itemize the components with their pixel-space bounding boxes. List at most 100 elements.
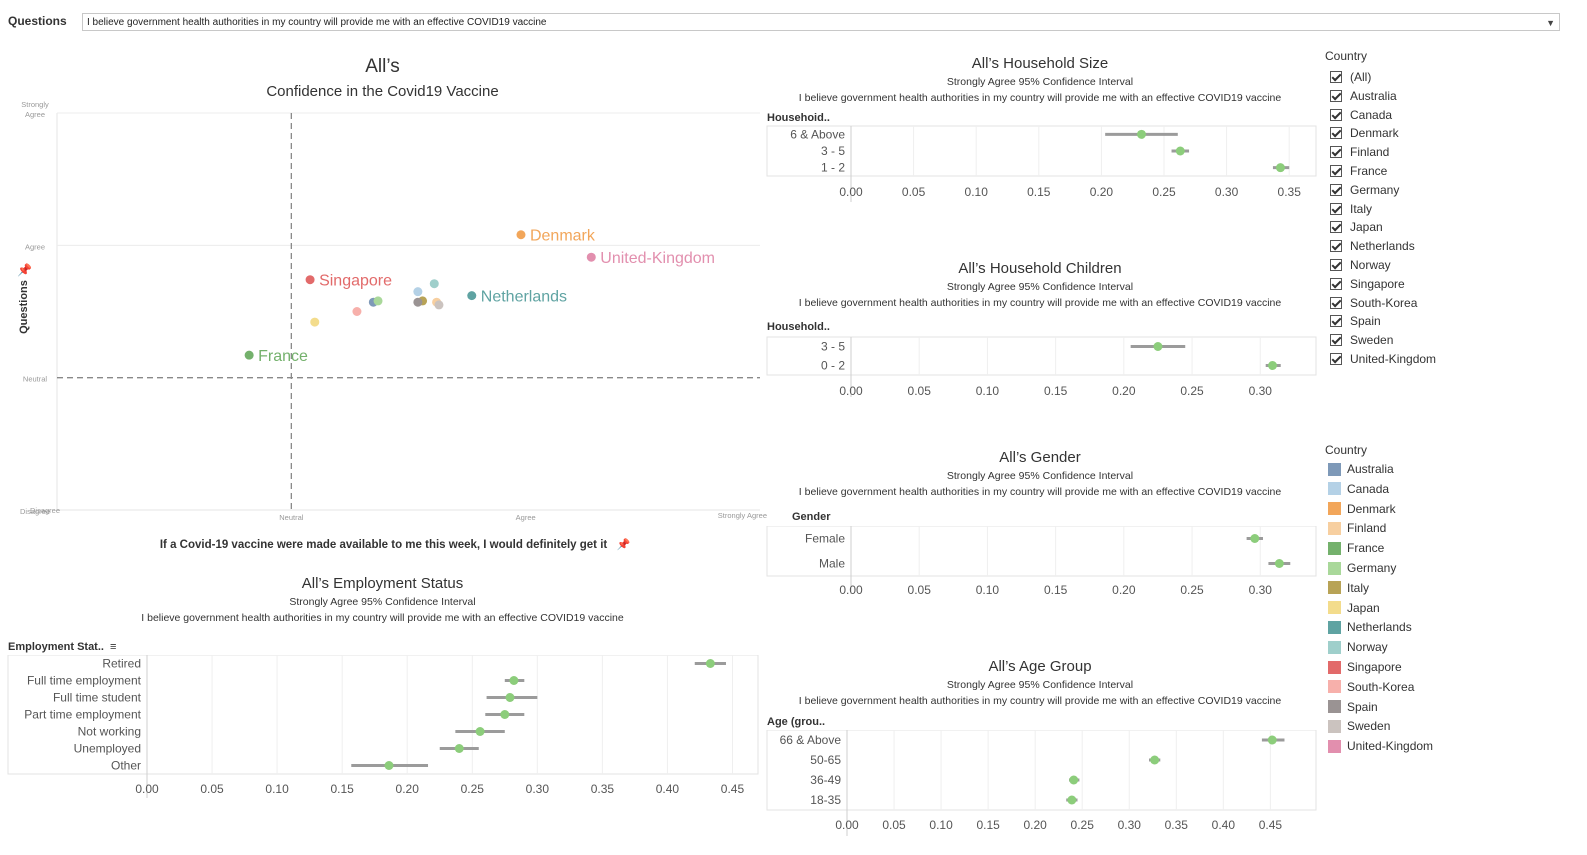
- checkbox-checked-icon[interactable]: [1330, 71, 1342, 83]
- scatter-x-axis-title: If a Covid-19 vaccine were made availabl…: [130, 538, 660, 551]
- checkbox-checked-icon[interactable]: [1330, 89, 1342, 102]
- employment-question: I believe government health authorities …: [141, 612, 624, 624]
- country-legend-item[interactable]: Singapore: [1328, 658, 1402, 676]
- country-filter-item[interactable]: Germany: [1330, 181, 1399, 199]
- country-legend-item[interactable]: Sweden: [1328, 717, 1390, 735]
- scatter-y-tick-label: Disagree: [20, 507, 50, 516]
- checkbox-checked-icon[interactable]: [1330, 108, 1342, 121]
- checkbox-checked-icon[interactable]: [1330, 334, 1342, 347]
- questions-filter-dropdown[interactable]: I believe government health authorities …: [82, 13, 1560, 31]
- checkbox-checked-icon[interactable]: [1330, 259, 1342, 271]
- checkbox-checked-icon[interactable]: [1330, 353, 1342, 365]
- country-filter-title: Country: [1325, 49, 1368, 63]
- country-legend-item[interactable]: Denmark: [1328, 500, 1396, 518]
- checkbox-checked-icon[interactable]: [1330, 165, 1342, 177]
- country-legend-item[interactable]: Japan: [1328, 599, 1380, 617]
- country-filter-item[interactable]: Singapore: [1330, 275, 1405, 293]
- country-filter-item[interactable]: Denmark: [1330, 124, 1399, 142]
- country-filter-item[interactable]: (All): [1330, 68, 1371, 86]
- scatter-point: [373, 296, 383, 306]
- household_size-category-label: 3 - 5: [821, 144, 845, 158]
- color-swatch: [1328, 719, 1341, 733]
- color-swatch: [1328, 521, 1341, 535]
- color-swatch: [1328, 482, 1341, 496]
- country-filter-item[interactable]: Norway: [1330, 256, 1391, 274]
- employment-category-label: Other: [111, 759, 141, 773]
- employment-x-tick-label: 0.15: [330, 782, 354, 796]
- employment-point: [384, 761, 394, 770]
- scatter-y-label: Questions: [18, 280, 30, 334]
- checkbox-checked-icon[interactable]: [1330, 277, 1342, 290]
- employment-point: [705, 659, 715, 668]
- country-legend-label: Sweden: [1347, 719, 1391, 734]
- checkbox-checked-icon[interactable]: [1330, 221, 1342, 234]
- country-filter-item[interactable]: Finland: [1330, 143, 1389, 161]
- pin-icon[interactable]: 📌: [616, 539, 631, 551]
- employment-x-tick-label: 0.25: [461, 782, 485, 796]
- household_size-x-tick-label: 0.30: [1215, 185, 1239, 199]
- checkbox-checked-icon[interactable]: [1330, 240, 1342, 253]
- country-filter-label: Germany: [1350, 182, 1400, 197]
- age_group-x-tick-label: 0.25: [1071, 818, 1095, 832]
- sort-icon[interactable]: ≡: [110, 641, 117, 653]
- employment-category-label: Full time student: [53, 691, 142, 705]
- country-legend-item[interactable]: Finland: [1328, 519, 1386, 537]
- age_group-point: [1069, 775, 1079, 785]
- checkbox-checked-icon[interactable]: [1330, 146, 1342, 159]
- age_group-category-label: 36-49: [810, 773, 841, 787]
- scatter-point: [244, 350, 254, 360]
- country-legend-label: Norway: [1347, 640, 1388, 655]
- household-size-title: All’s Household Size: [971, 55, 1109, 72]
- checkbox-checked-icon[interactable]: [1330, 183, 1342, 196]
- country-legend-item[interactable]: Australia: [1328, 460, 1394, 478]
- country-filter-item[interactable]: France: [1330, 162, 1387, 180]
- scatter-point: [434, 300, 444, 310]
- age_group-category-label: 50-65: [810, 753, 841, 767]
- country-legend-item[interactable]: France: [1328, 539, 1384, 557]
- country-legend-item[interactable]: Canada: [1328, 480, 1389, 498]
- pin-icon[interactable]: 📌: [17, 263, 32, 277]
- gender-category-label: Female: [805, 532, 845, 546]
- country-legend-label: Australia: [1347, 462, 1394, 476]
- country-legend-item[interactable]: Netherlands: [1328, 618, 1412, 636]
- country-legend-item[interactable]: Norway: [1328, 638, 1388, 656]
- employment-point: [475, 727, 485, 736]
- household_size-point: [1275, 163, 1285, 173]
- country-legend-item[interactable]: United-Kingdom: [1328, 737, 1433, 755]
- color-swatch: [1328, 680, 1341, 694]
- employment-category-label: Unemployed: [74, 742, 141, 756]
- country-filter-item[interactable]: Sweden: [1330, 331, 1393, 349]
- household-children-chart: 0.00 0.05 0.10 0.15 0.20 0.25 0.30 3 - 5 0 - 2: [766, 336, 1317, 398]
- country-filter-item[interactable]: United-Kingdom: [1330, 350, 1436, 368]
- country-filter-label: France: [1350, 164, 1388, 178]
- chevron-down-icon[interactable]: ▼: [1546, 18, 1555, 28]
- household_children-x-tick-label: 0.20: [1112, 384, 1136, 398]
- country-legend-item[interactable]: Italy: [1328, 579, 1369, 597]
- country-filter-item[interactable]: Italy: [1330, 200, 1372, 218]
- checkbox-checked-icon[interactable]: [1330, 202, 1342, 215]
- country-filter-item[interactable]: Canada: [1330, 106, 1392, 124]
- country-filter-item[interactable]: Spain: [1330, 312, 1381, 330]
- country-filter-item[interactable]: South-Korea: [1330, 294, 1417, 312]
- employment-x-tick-label: 0.30: [526, 782, 550, 796]
- country-legend-item[interactable]: South-Korea: [1328, 678, 1414, 696]
- gender-frame: [766, 526, 1317, 577]
- gender-x-tick-label: 0.05: [908, 583, 932, 597]
- country-filter-item[interactable]: Japan: [1330, 218, 1383, 236]
- country-legend-item[interactable]: Germany: [1328, 559, 1396, 577]
- checkbox-checked-icon[interactable]: [1330, 127, 1342, 140]
- age-group-header: Age (grou..: [767, 716, 826, 728]
- household-size-chart: 0.00 0.05 0.10 0.15 0.20 0.25 0.30 0.35 6 & Abov…: [766, 125, 1317, 202]
- age_group-frame: [766, 730, 1317, 811]
- checkbox-checked-icon[interactable]: [1330, 315, 1342, 328]
- country-filter-item[interactable]: Australia: [1330, 87, 1397, 105]
- country-legend-item[interactable]: Spain: [1328, 698, 1378, 716]
- checkbox-checked-icon[interactable]: [1330, 296, 1342, 309]
- color-swatch: [1328, 700, 1341, 714]
- country-filter-label: Denmark: [1350, 126, 1399, 141]
- country-filter-item[interactable]: Netherlands: [1330, 237, 1415, 255]
- scatter-point: [516, 230, 526, 240]
- household_children-x-tick-label: 0.25: [1180, 384, 1204, 398]
- color-swatch: [1328, 601, 1341, 615]
- household_size-x-tick-label: 0.15: [1027, 185, 1051, 199]
